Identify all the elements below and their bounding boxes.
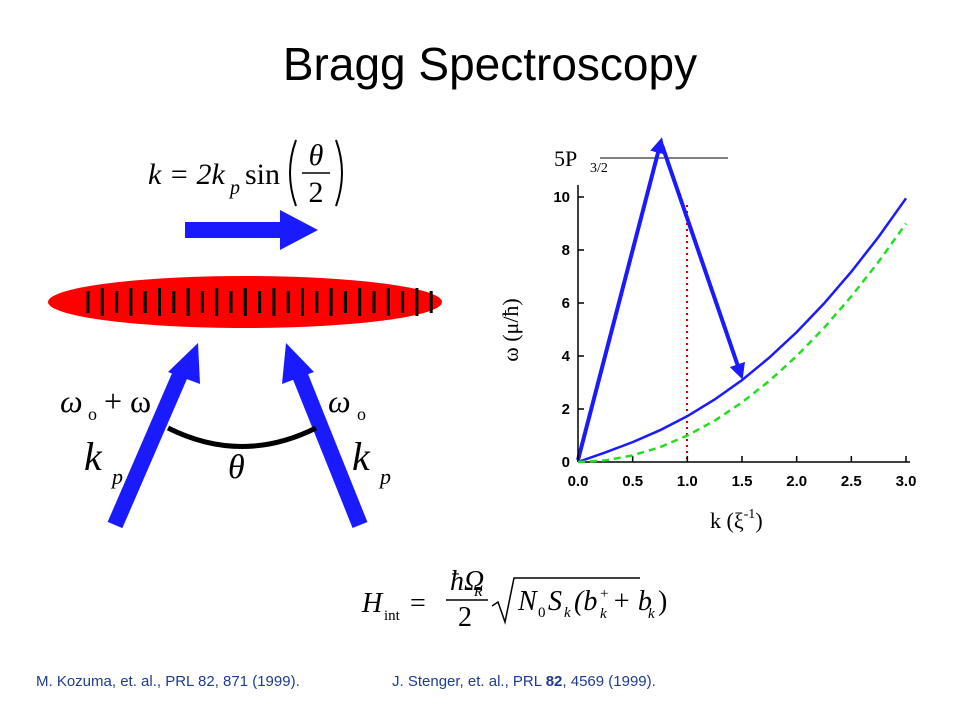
y-tick-label: 8 [562, 242, 570, 259]
x-tick-label: 0.5 [622, 473, 643, 490]
reference: J. Stenger, et. al., PRL 82, 4569 (1999)… [392, 673, 656, 690]
ref-bold: 82 [546, 673, 563, 690]
freq-left-sub: o [88, 404, 97, 424]
title: Bragg Spectroscopy [283, 38, 697, 90]
b2-sub: k [648, 606, 655, 622]
k-right-sub: p [378, 464, 391, 489]
num: ħΩ [450, 566, 484, 597]
x-tick-label: 2.0 [786, 473, 807, 490]
level-label: 5P 3/2 [554, 146, 608, 176]
left-beam [107, 364, 191, 529]
ref-rest: , 4569 (1999). [562, 673, 655, 690]
x-label-sup: -1 [744, 507, 756, 522]
eq-num: θ [309, 139, 324, 172]
freq-right-sub: o [357, 404, 366, 424]
x-tick-label: 1.0 [677, 473, 698, 490]
beam-arrow [185, 210, 318, 250]
x-tick-label: 3.0 [896, 473, 917, 490]
y-axis-label: ω (μ/ħ) [498, 298, 523, 362]
eq-func: sin [245, 158, 280, 191]
right-beam [289, 365, 368, 528]
num-sub: R [473, 585, 483, 600]
root-sub: 0 [538, 605, 546, 621]
bottom-equation: H int = ħΩ R 2 N 0 S k (b k + + b k ) [361, 566, 667, 633]
x-tick-label: 2.5 [841, 473, 862, 490]
diagram-labels: ω o + ω ω o k p k p θ [60, 383, 391, 489]
eq-sub: p [228, 177, 240, 199]
parens [289, 139, 343, 207]
level: 5P [554, 146, 577, 171]
b-sup: + [600, 586, 608, 602]
series-line [577, 222, 908, 464]
series-line [577, 197, 908, 464]
eq-den: 2 [309, 176, 324, 209]
y-tick-label: 0 [562, 454, 570, 471]
freq-right: ω [328, 383, 351, 419]
root: N [517, 586, 538, 617]
k-left: k [84, 434, 103, 479]
x-tick-label: 0.0 [568, 473, 589, 490]
reference: M. Kozuma, et. al., PRL 82, 871 (1999). [36, 673, 300, 690]
eq: = [410, 588, 426, 619]
fringes [86, 288, 433, 316]
den: 2 [458, 602, 472, 633]
top-equation: k = 2k p sin θ 2 [148, 139, 343, 209]
chart: 0 2 4 6 8 10 0.0 0.5 1.0 1.5 2.0 2.5 3.0 [553, 185, 916, 490]
eq-lhs: k = 2k [148, 158, 226, 191]
x-label: k (ξ [710, 508, 744, 533]
paren: (b [574, 586, 597, 617]
freq-left-rest: + ω [104, 383, 151, 419]
level-sub: 3/2 [590, 161, 608, 176]
angle-label: θ [228, 449, 245, 486]
plus: + b [612, 586, 652, 617]
sqrt [491, 577, 640, 625]
b-sub: k [600, 606, 607, 622]
x-label-end: ) [755, 508, 762, 533]
y-tick-label: 4 [562, 348, 571, 365]
left-beam-head [168, 343, 200, 384]
x-axis-label: k (ξ-1) [710, 507, 763, 533]
k-left-sub: p [110, 464, 123, 489]
h-sub: int [384, 608, 401, 624]
h: H [361, 588, 384, 619]
k-right: k [352, 434, 371, 479]
y-tick-label: 6 [562, 295, 570, 312]
absorb-arrow [576, 137, 666, 461]
y-tick-label: 10 [553, 189, 570, 206]
freq-left: ω [60, 383, 83, 419]
close: ) [658, 586, 667, 617]
angle-arc [166, 425, 318, 449]
root-rest-sub: k [564, 605, 571, 621]
y-tick-label: 2 [562, 401, 570, 418]
x-tick-label: 1.5 [732, 473, 753, 490]
ref-text: J. Stenger, et. al., PRL [392, 673, 546, 690]
right-beam-head [282, 343, 314, 384]
emit-arrow [660, 144, 745, 380]
root-rest: S [548, 586, 562, 617]
